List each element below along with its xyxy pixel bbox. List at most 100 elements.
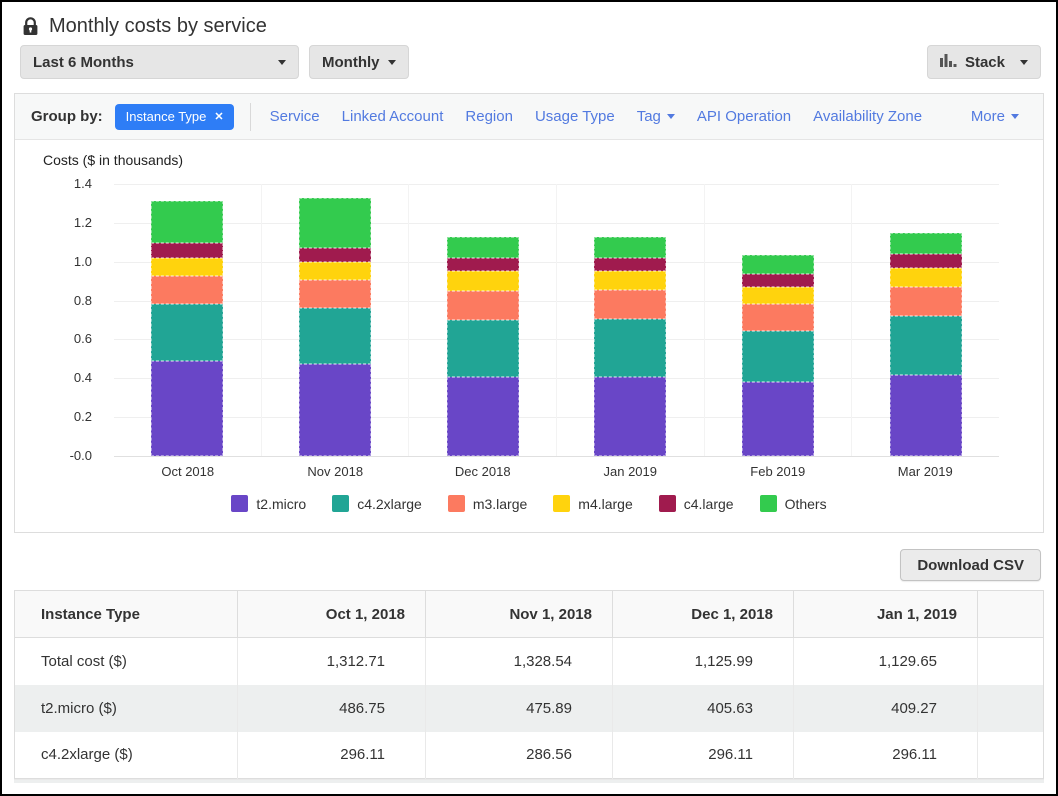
bar-segment-m4.large[interactable] <box>447 271 519 291</box>
group-by-more[interactable]: More <box>971 108 1019 125</box>
group-by-link-tag[interactable]: Tag <box>637 108 675 125</box>
bar-segment-c4.2xlarge[interactable] <box>594 319 666 377</box>
bar-segment-others[interactable] <box>594 237 666 258</box>
column-header-stub <box>978 591 1044 638</box>
link-label: Tag <box>637 108 661 125</box>
bar-segment-m3.large[interactable] <box>742 304 814 330</box>
bar-segment-t2.micro[interactable] <box>890 375 962 456</box>
stacked-bar-oct-2018 <box>151 201 223 456</box>
x-tick-label: Jan 2019 <box>557 464 705 479</box>
x-tick-label: Feb 2019 <box>704 464 852 479</box>
x-tick-label: Oct 2018 <box>114 464 262 479</box>
link-label: Linked Account <box>342 108 444 125</box>
bar-segment-c4.2xlarge[interactable] <box>742 331 814 382</box>
cost-value: 296.11 <box>238 732 426 779</box>
bar-segment-c4.large[interactable] <box>447 258 519 271</box>
granularity-value: Monthly <box>322 54 380 71</box>
legend-item-m4.large: m4.large <box>553 495 632 512</box>
remove-filter-icon[interactable]: ✕ <box>214 110 223 123</box>
bar-segment-c4.2xlarge[interactable] <box>890 316 962 375</box>
chart-title: Costs ($ in thousands) <box>15 140 1043 168</box>
bar-segment-c4.large[interactable] <box>151 243 223 258</box>
bar-segment-m3.large[interactable] <box>299 280 371 308</box>
bar-segment-m4.large[interactable] <box>299 262 371 280</box>
bar-segment-others[interactable] <box>151 201 223 243</box>
legend-label: c4.2xlarge <box>357 496 422 512</box>
page-title: Monthly costs by service <box>49 15 267 38</box>
column-header: Instance Type <box>15 591 238 638</box>
chart: 1.41.21.00.80.60.40.2-0.0 <box>114 184 999 456</box>
bar-segment-t2.micro[interactable] <box>447 377 519 456</box>
chart-style-value: Stack <box>965 54 1005 71</box>
month-cell <box>852 184 999 456</box>
bar-segment-m3.large[interactable] <box>594 290 666 319</box>
bar-segment-m3.large[interactable] <box>447 291 519 320</box>
bar-segment-c4.large[interactable] <box>890 254 962 268</box>
pill-label: Instance Type <box>126 109 207 124</box>
group-by-link-usage-type[interactable]: Usage Type <box>535 108 615 125</box>
stacked-bar-mar-2019 <box>890 233 962 456</box>
group-by-link-region[interactable]: Region <box>465 108 513 125</box>
bar-segment-c4.2xlarge[interactable] <box>447 320 519 378</box>
x-tick-label: Dec 2018 <box>409 464 557 479</box>
group-by-link-availability-zone[interactable]: Availability Zone <box>813 108 922 125</box>
bar-segment-t2.micro[interactable] <box>299 364 371 456</box>
link-label: API Operation <box>697 108 791 125</box>
y-tick-label: 1.4 <box>74 176 92 192</box>
app-window: Monthly costs by service Last 6 Months M… <box>0 0 1058 796</box>
table-row-c4.2xlarge: c4.2xlarge ($)296.11286.56296.11296.11 <box>15 732 1044 779</box>
column-header: Oct 1, 2018 <box>238 591 426 638</box>
group-by-pill-instance-type[interactable]: Instance Type ✕ <box>115 104 234 130</box>
plot-area <box>114 184 999 456</box>
table-row-partial <box>14 779 1044 783</box>
chevron-down-icon <box>388 60 396 65</box>
chart-area: Costs ($ in thousands) 1.41.21.00.80.60.… <box>15 140 1043 532</box>
granularity-dropdown[interactable]: Monthly <box>309 45 409 79</box>
bar-segment-t2.micro[interactable] <box>594 377 666 457</box>
group-by-link-api-operation[interactable]: API Operation <box>697 108 791 125</box>
legend-swatch <box>553 495 570 512</box>
stack-chart-icon <box>940 53 958 71</box>
group-by-link-linked-account[interactable]: Linked Account <box>342 108 444 125</box>
bar-segment-m4.large[interactable] <box>742 287 814 304</box>
bar-segment-c4.2xlarge[interactable] <box>299 308 371 364</box>
bar-segment-others[interactable] <box>890 233 962 254</box>
bar-segment-m4.large[interactable] <box>594 271 666 290</box>
gridline <box>114 456 999 457</box>
bar-segment-c4.large[interactable] <box>299 248 371 262</box>
bar-segment-c4.2xlarge[interactable] <box>151 304 223 362</box>
chart-style-dropdown[interactable]: Stack <box>927 45 1041 79</box>
month-cell <box>557 184 705 456</box>
x-tick-label: Mar 2019 <box>852 464 1000 479</box>
legend-item-c4.large: c4.large <box>659 495 734 512</box>
chart-panel: Group by: Instance Type ✕ ServiceLinked … <box>14 93 1044 533</box>
cost-value: 475.89 <box>426 685 613 732</box>
bar-segment-m3.large[interactable] <box>890 287 962 316</box>
y-tick-label: -0.0 <box>70 448 92 464</box>
group-by-link-service[interactable]: Service <box>270 108 320 125</box>
row-label: t2.micro ($) <box>15 685 238 732</box>
bar-segment-others[interactable] <box>742 255 814 274</box>
bar-segment-others[interactable] <box>447 237 519 258</box>
legend-swatch <box>332 495 349 512</box>
download-csv-button[interactable]: Download CSV <box>900 549 1041 581</box>
chevron-down-icon <box>278 60 286 65</box>
row-label: c4.2xlarge ($) <box>15 732 238 779</box>
bar-segment-m3.large[interactable] <box>151 276 223 304</box>
y-tick-label: 0.6 <box>74 331 92 347</box>
cost-value: 409.27 <box>794 685 978 732</box>
stacked-bar-nov-2018 <box>299 198 371 456</box>
bar-segment-m4.large[interactable] <box>151 258 223 276</box>
legend-label: t2.micro <box>256 496 306 512</box>
bar-segment-t2.micro[interactable] <box>151 361 223 456</box>
csv-row: Download CSV <box>2 549 1041 581</box>
time-range-dropdown[interactable]: Last 6 Months <box>20 45 299 79</box>
legend-label: c4.large <box>684 496 734 512</box>
lock-icon <box>22 17 39 36</box>
bar-segment-c4.large[interactable] <box>742 274 814 287</box>
bar-segment-c4.large[interactable] <box>594 258 666 271</box>
bar-segment-others[interactable] <box>299 198 371 248</box>
bar-segment-m4.large[interactable] <box>890 268 962 287</box>
column-header: Jan 1, 2019 <box>794 591 978 638</box>
bar-segment-t2.micro[interactable] <box>742 382 814 456</box>
